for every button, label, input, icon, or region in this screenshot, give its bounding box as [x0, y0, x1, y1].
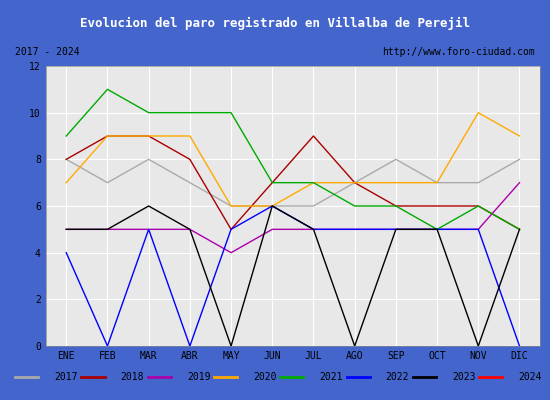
- Text: http://www.foro-ciudad.com: http://www.foro-ciudad.com: [382, 47, 535, 57]
- Text: 2018: 2018: [120, 372, 144, 382]
- Text: 2024: 2024: [518, 372, 542, 382]
- Text: 2021: 2021: [320, 372, 343, 382]
- Text: 2019: 2019: [187, 372, 210, 382]
- Text: 2017: 2017: [54, 372, 78, 382]
- Text: 2023: 2023: [452, 372, 475, 382]
- Text: 2017 - 2024: 2017 - 2024: [15, 47, 80, 57]
- Text: 2022: 2022: [386, 372, 409, 382]
- Text: Evolucion del paro registrado en Villalba de Perejil: Evolucion del paro registrado en Villalb…: [80, 16, 470, 30]
- Text: 2020: 2020: [253, 372, 277, 382]
